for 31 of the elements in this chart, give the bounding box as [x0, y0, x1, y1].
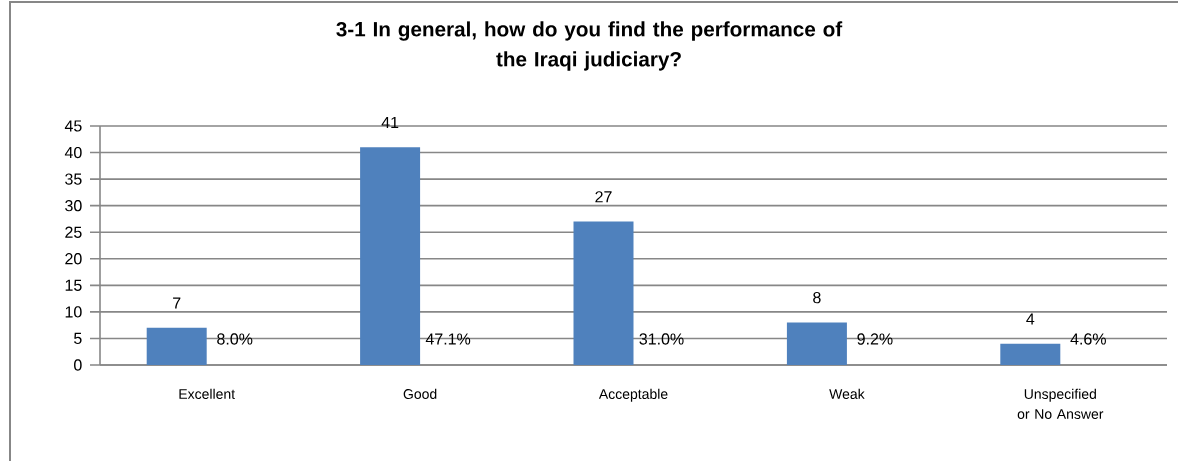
y-tick-label: 15 [65, 279, 82, 291]
x-tick-label: Weak [829, 388, 865, 399]
annotation: 8.0% [217, 333, 253, 345]
bar [146, 327, 207, 365]
data-label: 8 [813, 291, 821, 304]
y-tick-label: 40 [64, 146, 82, 159]
y-tick-label: 10 [65, 306, 82, 318]
y-tick-label: 25 [65, 226, 82, 238]
x-tick-label: Good [403, 388, 437, 399]
annotation: 4.6% [1070, 333, 1106, 345]
annotation: 9.2% [857, 333, 893, 345]
bar [1000, 343, 1061, 365]
x-tick-label: Acceptable [598, 388, 668, 402]
y-tick-label: 35 [65, 173, 82, 185]
data-label: 27 [595, 191, 612, 203]
y-tick-label: 0 [74, 359, 82, 371]
annotation: 47.1% [425, 333, 471, 345]
y-tick-label: 45 [64, 120, 82, 132]
bar [360, 147, 421, 365]
annotation: 31.0% [639, 333, 684, 345]
data-label: 41 [381, 116, 399, 128]
data-label: 7 [173, 297, 181, 309]
x-tick-label: Unspecified or No Answer [1017, 388, 1104, 419]
chart-title: 3-1 In general, how do you find the performance of the Iraqi judiciary? [336, 21, 843, 71]
y-tick-label: 30 [65, 200, 82, 212]
y-tick-label: 20 [65, 253, 82, 265]
bar [786, 322, 847, 365]
bar [573, 221, 634, 365]
data-label: 4 [1026, 313, 1035, 325]
y-tick-label: 5 [74, 332, 82, 345]
x-tick-label: Excellent [179, 388, 235, 399]
